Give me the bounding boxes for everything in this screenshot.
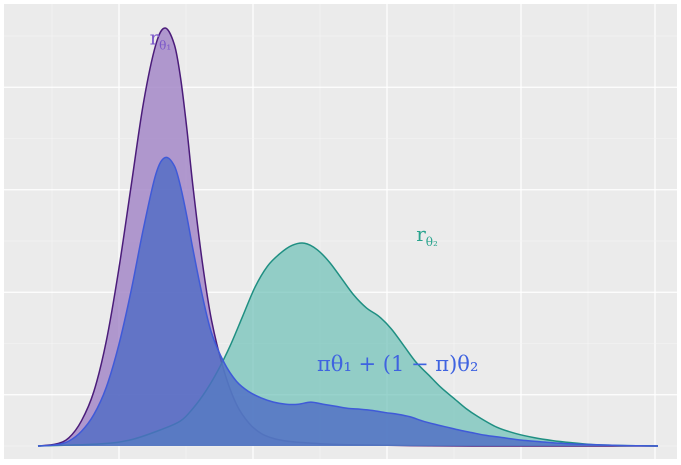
- area-fill-r2: [38, 243, 658, 446]
- density-areas: [37, 27, 659, 447]
- area-fill-mix: [38, 157, 658, 446]
- label-mix: πθ₁ + (1 − π)θ₂: [317, 352, 478, 376]
- label-r1: rθ₁: [150, 26, 172, 53]
- label-r2: rθ₂: [416, 222, 438, 249]
- area-line-mix: [37, 156, 659, 447]
- curve-labels: rθ₁ rθ₂ πθ₁ + (1 − π)θ₂: [150, 26, 479, 376]
